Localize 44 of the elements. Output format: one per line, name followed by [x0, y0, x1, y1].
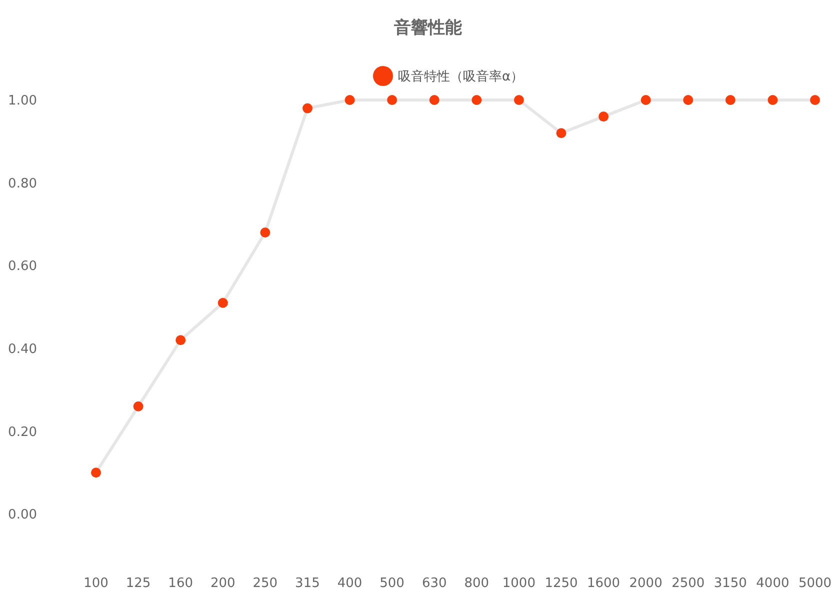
x-tick-label: 100	[84, 576, 108, 591]
point	[725, 95, 736, 105]
x-tick-label: 4000	[756, 576, 790, 591]
x-tick-label: 1600	[586, 576, 620, 591]
point	[302, 103, 312, 114]
point	[344, 95, 355, 105]
point	[91, 468, 101, 478]
x-tick-label: 1000	[502, 576, 536, 591]
point	[810, 95, 820, 105]
x-tick-label: 630	[422, 576, 447, 591]
x-tick-label: 315	[295, 576, 320, 591]
y-tick-label: 0.00	[8, 508, 37, 523]
point	[260, 227, 270, 238]
point	[556, 128, 566, 138]
point	[640, 95, 651, 105]
y-tick-label: 0.40	[8, 342, 37, 357]
x-tick-label: 200	[210, 576, 236, 591]
legend-label: 吸音特性（吸音率α）	[398, 68, 524, 85]
x-tick-label: 5000	[798, 576, 832, 591]
point	[176, 335, 186, 346]
point	[472, 95, 482, 105]
x-tick-label: 2500	[672, 576, 705, 591]
point	[768, 95, 778, 105]
x-tick-label: 125	[126, 576, 151, 591]
y-tick-label: 0.80	[8, 176, 37, 192]
y-tick-label: 0.60	[8, 259, 37, 274]
point	[429, 95, 440, 105]
point	[514, 95, 524, 105]
x-tick-label: 3150	[714, 576, 747, 591]
point	[133, 401, 144, 412]
x-tick-label: 160	[168, 576, 193, 591]
point	[387, 95, 398, 105]
point	[683, 95, 694, 105]
x-tick-label: 1250	[544, 576, 578, 591]
point	[218, 298, 228, 308]
x-tick-label: 2000	[629, 576, 662, 591]
x-tick-label: 500	[380, 576, 404, 591]
point	[598, 112, 609, 122]
y-tick-label: 1.00	[8, 94, 37, 109]
x-tick-label: 400	[337, 576, 362, 591]
y-tick-label: 0.20	[8, 424, 37, 440]
x-tick-label: 800	[464, 576, 490, 591]
chart-title: 音響性能	[393, 18, 462, 38]
x-tick-label: 250	[252, 576, 278, 591]
